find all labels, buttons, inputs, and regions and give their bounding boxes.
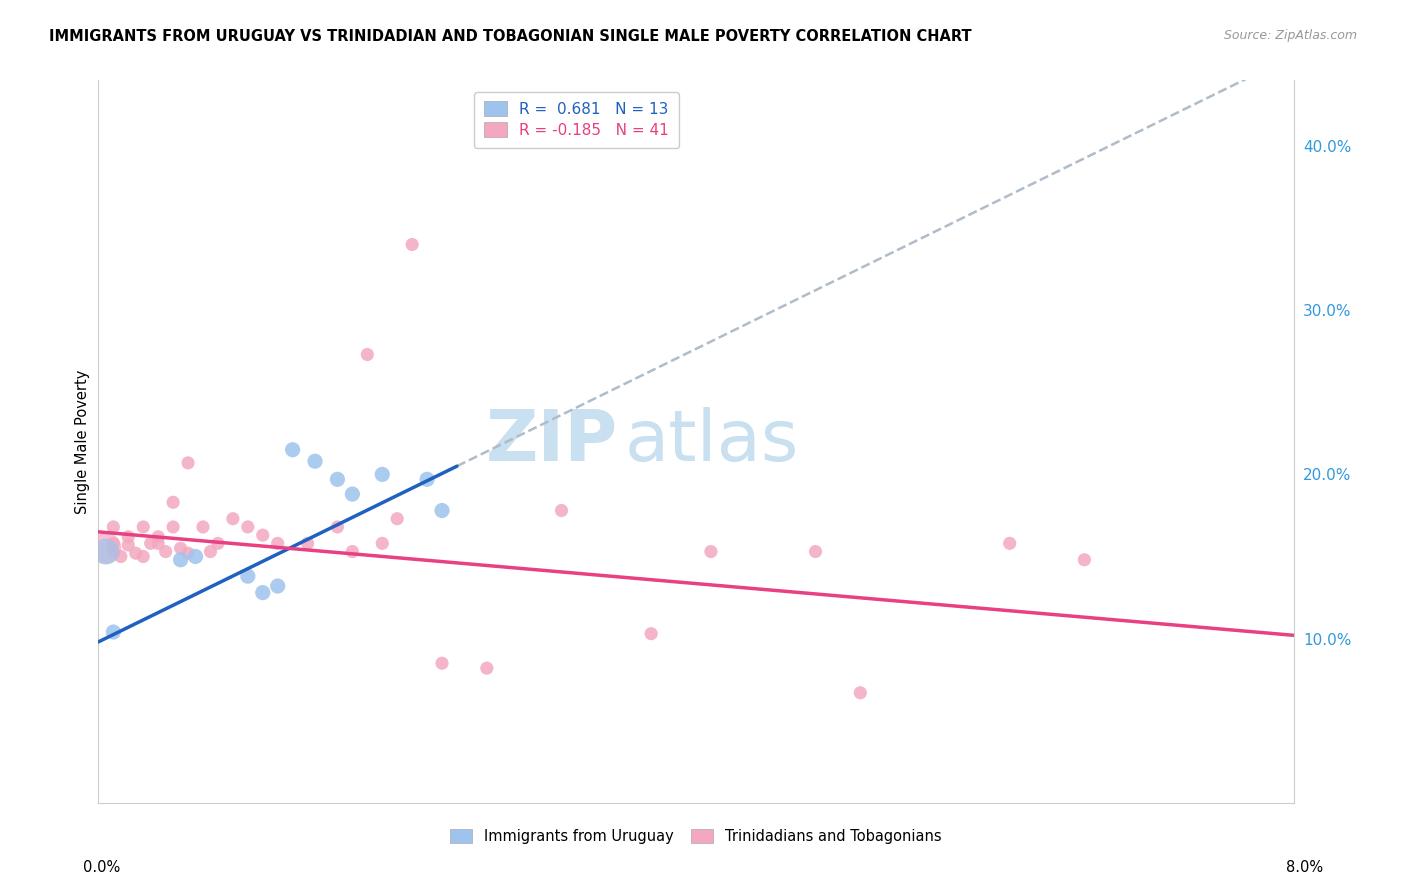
Point — [475, 661, 498, 675]
Point — [207, 536, 229, 550]
Y-axis label: Single Male Poverty: Single Male Poverty — [75, 369, 90, 514]
Point — [430, 503, 453, 517]
Point — [430, 657, 453, 671]
Point — [110, 549, 132, 564]
Point — [326, 520, 349, 534]
Point — [416, 472, 439, 486]
Point — [804, 544, 827, 558]
Point — [550, 503, 572, 517]
Point — [139, 536, 162, 550]
Point — [236, 569, 259, 583]
Point — [267, 536, 290, 550]
Point — [252, 528, 274, 542]
Text: 0.0%: 0.0% — [83, 861, 120, 875]
Point — [371, 467, 394, 482]
Point — [297, 536, 319, 550]
Point — [267, 579, 290, 593]
Point — [162, 495, 184, 509]
Text: Source: ZipAtlas.com: Source: ZipAtlas.com — [1223, 29, 1357, 42]
Point — [700, 544, 723, 558]
Point — [998, 536, 1021, 550]
Point — [155, 544, 177, 558]
Point — [342, 544, 364, 558]
Point — [94, 544, 117, 558]
Point — [342, 487, 364, 501]
Point — [103, 625, 125, 640]
Point — [169, 541, 191, 556]
Text: 8.0%: 8.0% — [1286, 861, 1323, 875]
Point — [103, 520, 125, 534]
Point — [103, 536, 125, 550]
Point — [326, 472, 349, 486]
Point — [132, 549, 155, 564]
Point — [177, 456, 200, 470]
Legend: Immigrants from Uruguay, Trinidadians and Tobagonians: Immigrants from Uruguay, Trinidadians an… — [444, 823, 948, 850]
Point — [640, 626, 662, 640]
Point — [94, 541, 117, 556]
Point — [304, 454, 326, 468]
Point — [177, 546, 200, 560]
Point — [148, 536, 170, 550]
Point — [162, 520, 184, 534]
Text: atlas: atlas — [624, 407, 799, 476]
Point — [117, 530, 139, 544]
Point — [200, 544, 222, 558]
Point — [191, 520, 214, 534]
Point — [222, 512, 245, 526]
Point — [132, 520, 155, 534]
Point — [125, 546, 148, 560]
Text: ZIP: ZIP — [486, 407, 619, 476]
Point — [103, 544, 125, 558]
Point — [117, 538, 139, 552]
Text: IMMIGRANTS FROM URUGUAY VS TRINIDADIAN AND TOBAGONIAN SINGLE MALE POVERTY CORREL: IMMIGRANTS FROM URUGUAY VS TRINIDADIAN A… — [49, 29, 972, 44]
Point — [1073, 553, 1095, 567]
Point — [371, 536, 394, 550]
Point — [849, 686, 872, 700]
Point — [148, 530, 170, 544]
Point — [236, 520, 259, 534]
Point — [184, 549, 207, 564]
Point — [252, 585, 274, 599]
Point — [169, 553, 191, 567]
Point — [356, 347, 378, 361]
Point — [385, 512, 409, 526]
Point — [401, 237, 423, 252]
Point — [281, 442, 304, 457]
